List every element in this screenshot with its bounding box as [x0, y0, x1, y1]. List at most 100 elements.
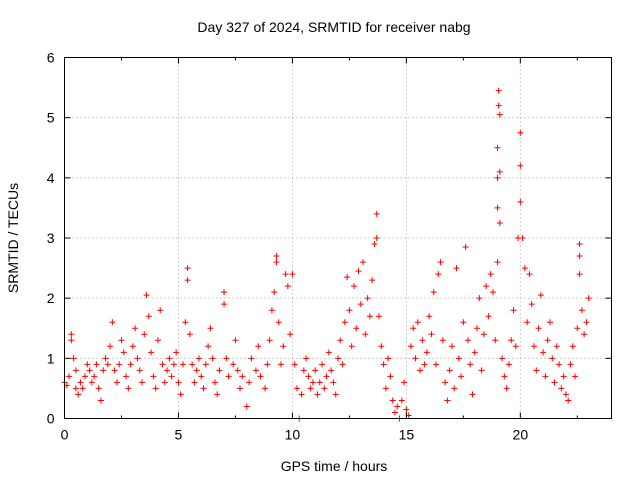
data-point — [558, 385, 565, 392]
data-point — [314, 391, 321, 398]
data-point — [111, 367, 118, 374]
data-point — [198, 373, 205, 380]
data-point — [353, 325, 360, 332]
data-point — [257, 373, 264, 380]
data-point — [423, 349, 430, 356]
data-point — [107, 343, 114, 350]
data-point — [182, 319, 189, 326]
data-point — [366, 313, 373, 320]
data-point — [524, 319, 531, 326]
data-point — [360, 259, 367, 266]
data-point — [77, 379, 84, 386]
data-point — [150, 373, 157, 380]
data-point — [173, 349, 180, 356]
data-point — [533, 367, 540, 374]
data-point — [159, 361, 166, 368]
data-point — [364, 295, 371, 302]
data-point — [293, 385, 300, 392]
y-tick-label: 2 — [47, 290, 55, 306]
data-point — [148, 349, 155, 356]
data-point — [184, 265, 191, 272]
data-point — [157, 307, 164, 314]
data-point — [494, 259, 501, 266]
data-point — [458, 373, 465, 380]
data-point — [129, 343, 136, 350]
data-point — [316, 379, 323, 386]
data-point — [154, 337, 161, 344]
data-point — [321, 385, 328, 392]
x-axis-label: GPS time / hours — [281, 458, 388, 474]
data-point — [134, 355, 141, 362]
data-point — [526, 271, 533, 278]
data-point — [512, 343, 519, 350]
data-point — [298, 391, 305, 398]
data-point — [437, 259, 444, 266]
y-tick-label: 6 — [47, 50, 55, 66]
data-point — [560, 373, 567, 380]
data-point — [120, 349, 127, 356]
data-point — [581, 331, 588, 338]
data-point — [378, 343, 385, 350]
data-point — [467, 361, 474, 368]
data-point — [487, 271, 494, 278]
data-point — [79, 385, 86, 392]
chart-title: Day 327 of 2024, SRMTID for receiver nab… — [197, 19, 470, 35]
data-point — [127, 361, 134, 368]
data-point — [508, 337, 515, 344]
data-point — [332, 391, 339, 398]
data-point — [291, 361, 298, 368]
data-point — [494, 174, 501, 181]
data-point — [161, 379, 168, 386]
data-point — [72, 385, 79, 392]
data-point — [585, 295, 592, 302]
data-point — [376, 313, 383, 320]
data-point — [264, 361, 271, 368]
data-point — [403, 406, 410, 413]
data-point — [519, 235, 526, 241]
data-point — [496, 219, 503, 226]
data-point — [540, 349, 547, 356]
data-point — [478, 367, 485, 374]
data-point — [239, 373, 246, 380]
data-point — [346, 307, 353, 314]
data-point — [528, 301, 535, 308]
data-point — [546, 319, 553, 326]
data-point — [193, 367, 200, 374]
data-point — [82, 373, 89, 380]
data-point — [211, 379, 218, 386]
data-point — [489, 289, 496, 296]
data-point — [195, 355, 202, 362]
x-tick-label: 15 — [399, 427, 415, 443]
data-point — [501, 373, 508, 380]
data-point — [517, 129, 524, 136]
data-point — [339, 361, 346, 368]
data-point — [84, 361, 91, 368]
data-point — [496, 168, 503, 175]
data-point — [273, 253, 280, 260]
data-point — [300, 367, 307, 374]
data-point — [421, 361, 428, 368]
data-point — [189, 361, 196, 368]
x-tick-labels: 0 5 10 15 20 — [61, 427, 529, 443]
data-point — [75, 391, 82, 398]
data-point — [485, 313, 492, 320]
data-point — [97, 397, 104, 404]
data-point — [200, 385, 207, 392]
data-point — [371, 241, 378, 248]
data-point — [391, 409, 398, 416]
data-point — [385, 355, 392, 362]
data-point — [72, 367, 79, 374]
data-point — [93, 361, 100, 368]
data-point — [180, 361, 187, 368]
data-point — [537, 292, 544, 299]
data-point — [328, 367, 335, 374]
data-point — [309, 379, 316, 386]
data-point — [330, 379, 337, 386]
data-point — [66, 373, 73, 380]
data-point — [576, 271, 583, 278]
data-point — [307, 385, 314, 392]
data-point — [492, 337, 499, 344]
y-tick-label: 0 — [47, 411, 55, 427]
